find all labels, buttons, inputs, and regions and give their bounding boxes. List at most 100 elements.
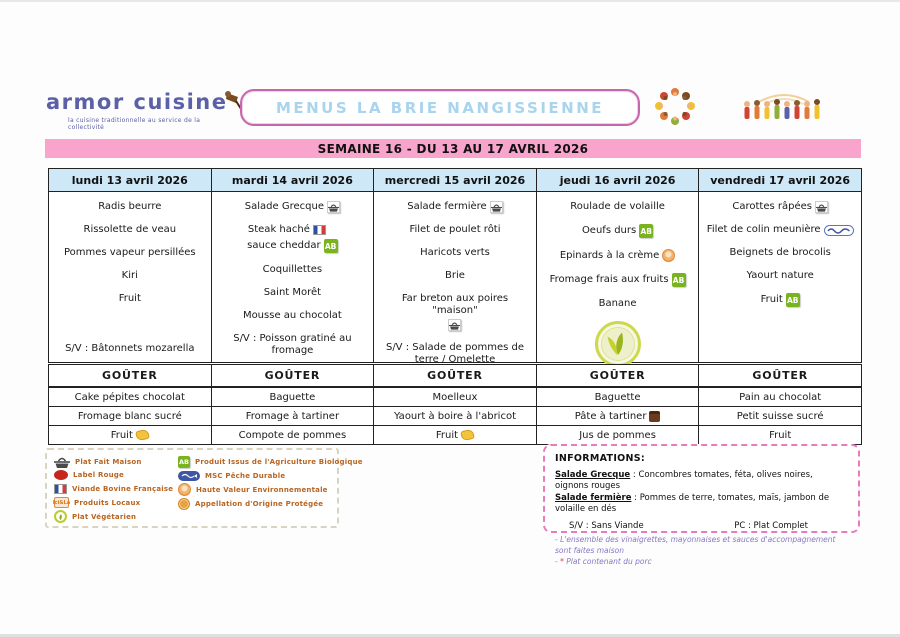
gouter-header: GOÛTER <box>537 365 700 386</box>
informations-box: INFORMATIONS: Salade Grecque : Concombre… <box>543 444 860 566</box>
informations-title: INFORMATIONS: <box>555 453 646 464</box>
menu-item-sv: S/V : Salade de pommes de terre / Omelet… <box>385 342 524 365</box>
menu-item: Haricots verts <box>420 247 490 258</box>
gouter-item: Cake pépites chocolat <box>49 388 212 406</box>
day-column-mercredi: mercredi 15 avril 2026 Salade fermière F… <box>374 169 537 365</box>
menu-item: Coquillettes <box>262 264 323 275</box>
gouter-item: Pâte à tartiner <box>537 407 700 425</box>
menu-item: Oeufs durs AB <box>581 224 654 238</box>
gouter-header-row: GOÛTER GOÛTER GOÛTER GOÛTER GOÛTER <box>49 365 861 387</box>
gouter-item: Pain au chocolat <box>739 391 822 403</box>
msc-peche-durable-icon <box>178 470 200 481</box>
menu-item-sv: S/V : Poisson gratiné au fromage <box>233 333 352 356</box>
menu-item: Steak haché sauce cheddar AB <box>247 224 338 253</box>
gouter-item: Fromage à tartiner <box>212 407 375 425</box>
fait-maison-icon <box>448 319 462 331</box>
day-menu: Salade Grecque Steak haché sauce cheddar… <box>212 192 374 362</box>
msc-peche-durable-icon <box>823 224 854 236</box>
sv-abbrev: S/V : Sans Viande <box>569 520 644 531</box>
plat-fait-maison-icon <box>54 455 70 469</box>
note-sauces: - L'ensemble des vinaigrettes, mayonnais… <box>555 534 836 556</box>
appellation-origine-protegee-icon <box>178 497 190 510</box>
menu-item: Fruit AB <box>760 293 800 307</box>
menu-item: Saint Morêt <box>263 287 322 298</box>
gouter-header: GOÛTER <box>752 369 808 382</box>
day-column-mardi: mardi 14 avril 2026 Salade Grecque Steak… <box>211 169 375 362</box>
gouter-item: Moelleux <box>374 388 537 406</box>
fait-maison-icon <box>814 201 828 213</box>
children-circle-clipart-icon <box>651 85 699 133</box>
legend-item: Plat Fait Maison <box>54 455 172 469</box>
menu-item: Radis beurre <box>98 201 162 212</box>
red-asterisk: * <box>560 557 564 567</box>
menu-item: Pommes vapeur persillées <box>63 247 196 258</box>
menu-item: Filet de poulet rôti <box>409 224 501 235</box>
gouter-item: Compote de pommes <box>212 426 375 444</box>
info-salade-fermiere: Salade fermière : Pommes de terre, tomat… <box>555 492 830 515</box>
legend-box: Plat Fait Maison Label Rouge Viande Bovi… <box>45 448 363 528</box>
menu-item: Banane <box>598 298 637 309</box>
gouter-row-1: Cake pépites chocolat Baguette Moelleux … <box>49 387 861 406</box>
day-column-lundi: lundi 13 avril 2026 Radis beurre Rissole… <box>49 169 212 362</box>
menu-item: Carottes râpées <box>732 201 828 213</box>
day-menu: Radis beurre Rissolette de veau Pommes v… <box>49 192 211 362</box>
produits-locaux-icon <box>134 428 150 442</box>
logo-title: armor cuisine <box>46 90 228 114</box>
gouter-item: Yaourt à boire à l'abricot <box>374 407 537 425</box>
menu-item: Far breton aux poires "maison" <box>378 293 532 331</box>
agriculture-biologique-icon: AB <box>178 455 190 468</box>
gouter-item: Baguette <box>212 388 375 406</box>
menu-item: Kiri <box>121 270 138 281</box>
day-header: mardi 14 avril 2026 <box>211 169 374 192</box>
gouter-header: GOÛTER <box>212 365 375 386</box>
plat-vegetarien-icon <box>54 510 67 523</box>
menu-title-box: MENUS LA BRIE NANGISSIENNE <box>240 89 640 126</box>
day-header: lundi 13 avril 2026 <box>49 169 211 192</box>
agriculture-biologique-icon: AB <box>785 293 800 307</box>
info-salade-grecque: Salade Grecque : Concombres tomates, fét… <box>555 470 813 492</box>
menu-item: Epinards à la crème <box>560 249 676 262</box>
day-header: vendredi 17 avril 2026 <box>699 169 861 192</box>
agriculture-biologique-icon: AB <box>639 224 654 238</box>
legend-item: Label Rouge <box>54 470 172 481</box>
plat-vegetarien-medallion-icon <box>594 321 641 367</box>
chocolate-spread-icon <box>649 410 661 422</box>
info-abbreviations: S/V : Sans Viande PC : Plat Complet <box>555 521 848 531</box>
menu-item: Mousse au chocolat <box>242 310 342 321</box>
day-header: jeudi 16 avril 2026 <box>536 169 699 192</box>
gouter-item: Baguette <box>537 388 700 406</box>
label-rouge-icon <box>54 470 68 481</box>
note-porc: - * Plat contenant du porc <box>555 557 652 567</box>
produits-locaux-icon: Ici&Là <box>53 497 70 508</box>
gouter-row-2: Fromage blanc sucré Fromage à tartiner Y… <box>49 406 861 425</box>
menu-item: Beignets de brocolis <box>729 247 831 258</box>
scan-artifact-top <box>0 0 900 2</box>
week-banner: SEMAINE 16 - DU 13 AU 17 AVRIL 2026 <box>45 139 861 158</box>
fait-maison-icon <box>326 201 340 213</box>
armor-cuisine-logo: armor cuisine la cuisine traditionnelle … <box>46 90 236 131</box>
haute-valeur-environnementale-icon <box>178 483 191 496</box>
legend-column-right: AB Produit Issus de l'Agriculture Biolog… <box>178 455 363 522</box>
gouter-item: Fruit <box>769 429 792 441</box>
menu-item: Brie <box>445 270 465 281</box>
legend-item: Plat Végétarien <box>54 510 172 523</box>
gouter-table: GOÛTER GOÛTER GOÛTER GOÛTER GOÛTER Cake … <box>48 364 862 445</box>
haute-valeur-environnementale-icon <box>662 249 676 262</box>
legend-item: Viande Bovine Française <box>54 483 173 495</box>
menu-title: MENUS LA BRIE NANGISSIENNE <box>275 98 605 117</box>
menu-item: Salade Grecque <box>245 201 340 213</box>
agriculture-biologique-icon: AB <box>323 239 338 253</box>
menu-item-sv: S/V : Bâtonnets mozarella <box>65 343 195 354</box>
menu-item: Salade fermière <box>407 201 503 213</box>
legend-item: Haute Valeur Environnementale <box>178 483 363 496</box>
viande-bovine-francaise-icon <box>312 225 326 235</box>
produits-locaux-icon <box>460 428 475 442</box>
week-banner-text: SEMAINE 16 - DU 13 AU 17 AVRIL 2026 <box>317 141 589 156</box>
menu-item: Yaourt nature <box>746 270 814 281</box>
day-column-vendredi: vendredi 17 avril 2026 Carottes râpées F… <box>699 169 861 362</box>
gouter-item: Fromage blanc sucré <box>49 407 212 425</box>
legend-item: MSC Pêche Durable <box>178 470 363 481</box>
legend-item: Appellation d'Origine Protégée <box>178 497 363 510</box>
fait-maison-icon <box>489 201 503 213</box>
menu-item: Fruit <box>118 293 141 304</box>
